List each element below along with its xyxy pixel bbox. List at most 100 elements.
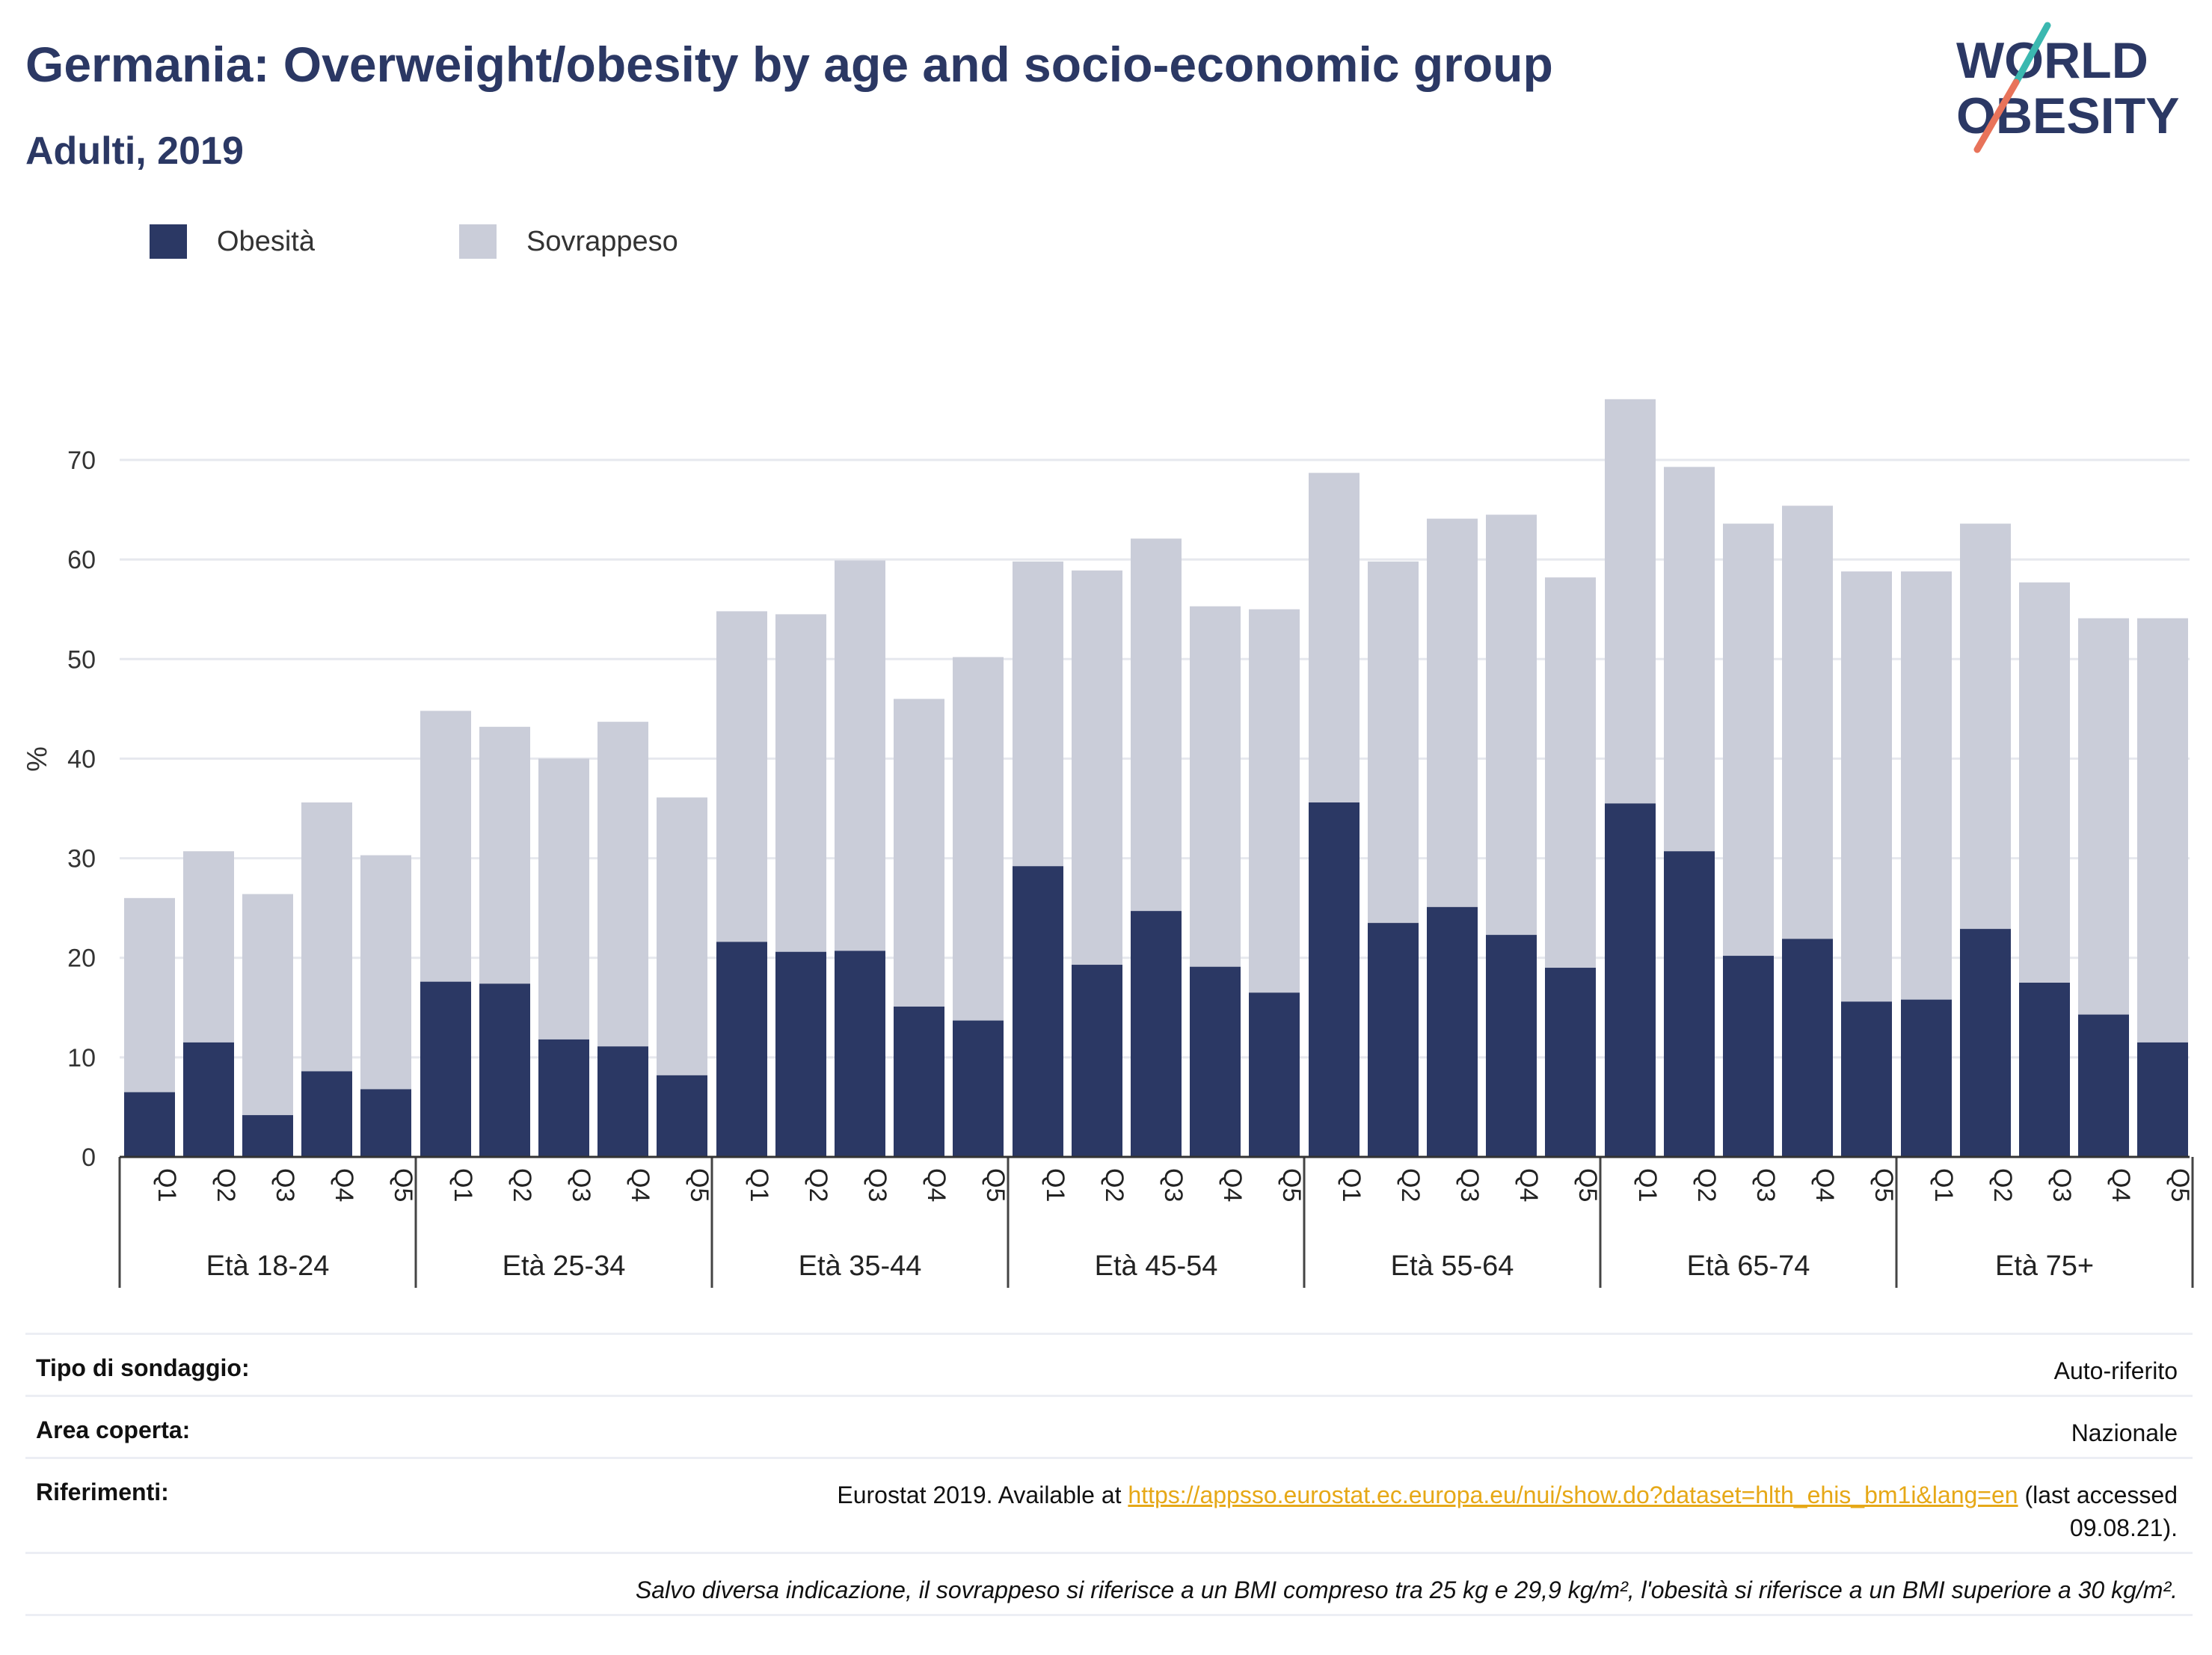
x-tick-label: Q1 [1337, 1168, 1365, 1202]
info-row-area: Area coperta: Nazionale [25, 1395, 2193, 1457]
legend-label-sovrappeso: Sovrappeso [526, 226, 678, 257]
x-tick-label: Q3 [1751, 1168, 1780, 1202]
y-tick-label: 30 [67, 845, 96, 873]
y-tick-label: 60 [67, 546, 96, 574]
x-group-label: Età 45-54 [1095, 1250, 1218, 1282]
x-group-label: Età 25-34 [503, 1250, 626, 1282]
info-table: Tipo di sondaggio: Auto-riferito Area co… [25, 1333, 2193, 1616]
bar-obesita [124, 1092, 175, 1157]
bar-sovrappeso [1368, 561, 1419, 924]
x-tick-label: Q5 [1277, 1168, 1306, 1202]
legend-swatch-obesita [150, 224, 187, 259]
bar-obesita [1072, 965, 1122, 1157]
x-tick-label: Q4 [1218, 1168, 1247, 1202]
bar-obesita [183, 1042, 234, 1157]
x-tick-label: Q5 [2166, 1168, 2194, 1202]
bar-obesita [1486, 935, 1537, 1157]
world-obesity-logo: WORLD OBESITY [1956, 22, 2180, 153]
bar-obesita [1368, 923, 1419, 1157]
bar-sovrappeso [1901, 571, 1952, 1000]
page-title: Germania: Overweight/obesity by age and … [25, 37, 1553, 92]
bar-obesita [1249, 992, 1300, 1157]
bar-obesita [2019, 983, 2070, 1157]
bar-obesita [1309, 802, 1360, 1157]
x-group-label: Età 35-44 [799, 1250, 922, 1282]
references-date: 09.08.21). [2069, 1514, 2178, 1541]
x-tick-label: Q4 [922, 1168, 950, 1202]
x-tick-label: Q2 [1988, 1168, 2017, 1202]
bar-obesita [1545, 968, 1596, 1157]
y-tick-label: 70 [67, 446, 96, 475]
bar-obesita [1190, 966, 1241, 1157]
bar-sovrappeso [538, 758, 589, 1040]
references-label: Riferimenti: [36, 1479, 169, 1505]
x-tick-label: Q3 [2047, 1168, 2076, 1202]
bar-obesita [657, 1075, 707, 1157]
bar-sovrappeso [124, 897, 175, 1093]
x-tick-label: Q4 [626, 1168, 654, 1202]
bar-sovrappeso [1309, 473, 1360, 803]
area-covered-value: Nazionale [2071, 1419, 2178, 1446]
stacked-bar-chart: 0 10 20 30 40 50 60 70% Q1 Q2 Q3 Q4 Q5 Età 18-24 Q1 Q2 Q… [22, 399, 2194, 1288]
bar-obesita [2137, 1042, 2188, 1157]
bar-sovrappeso [894, 698, 944, 1007]
x-tick-label: Q1 [1929, 1168, 1958, 1202]
bar-obesita [538, 1039, 589, 1157]
bar-sovrappeso [479, 726, 530, 984]
bar-sovrappeso [597, 722, 648, 1047]
x-tick-label: Q2 [212, 1168, 240, 1202]
bar-obesita [1131, 911, 1182, 1157]
x-tick-label: Q3 [863, 1168, 891, 1202]
bar-obesita [479, 983, 530, 1157]
bar-sovrappeso [2137, 618, 2188, 1043]
bar-obesita [716, 942, 767, 1157]
references-link[interactable]: https://appsso.eurostat.ec.europa.eu/nui… [1128, 1481, 2018, 1508]
logo-word-obesity: OBESITY [1956, 87, 2180, 144]
references-prefix: Eurostat 2019. Available at [837, 1481, 1128, 1508]
bar-sovrappeso [1013, 561, 1063, 867]
bar-sovrappeso [1190, 606, 1241, 967]
info-row-note: Salvo diversa indicazione, il sovrappeso… [25, 1552, 2193, 1616]
bar-obesita [1841, 1001, 1892, 1157]
x-tick-label: Q2 [1396, 1168, 1425, 1202]
x-group-label: Età 18-24 [206, 1250, 330, 1282]
bar-sovrappeso [716, 611, 767, 942]
bar-sovrappeso [301, 802, 352, 1072]
x-tick-label: Q5 [1870, 1168, 1898, 1202]
x-tick-label: Q4 [1810, 1168, 1839, 1202]
bar-sovrappeso [1605, 399, 1656, 804]
x-tick-label: Q1 [745, 1168, 773, 1202]
x-tick-label: Q5 [981, 1168, 1010, 1202]
bar-sovrappeso [360, 855, 411, 1090]
y-axis-label: % [22, 746, 53, 772]
bar-sovrappeso [953, 657, 1004, 1021]
y-tick-label: 40 [67, 745, 96, 773]
bar-obesita [953, 1020, 1004, 1157]
x-tick-label: Q5 [1573, 1168, 1602, 1202]
x-tick-label: Q3 [567, 1168, 595, 1202]
bar-sovrappeso [2019, 582, 2070, 983]
x-tick-label: Q3 [1455, 1168, 1484, 1202]
bar-obesita [242, 1115, 293, 1157]
x-tick-label: Q5 [389, 1168, 417, 1202]
info-row-survey: Tipo di sondaggio: Auto-riferito [25, 1333, 2193, 1395]
bar-obesita [1723, 956, 1774, 1157]
x-tick-label: Q2 [1100, 1168, 1128, 1202]
logo-slash-coral [1973, 79, 2020, 153]
bar-sovrappeso [1131, 538, 1182, 912]
y-tick-label: 10 [67, 1044, 96, 1072]
bar-sovrappeso [2078, 618, 2129, 1015]
references-value: Eurostat 2019. Available at https://apps… [837, 1479, 2178, 1544]
bar-obesita [360, 1089, 411, 1157]
bar-sovrappeso [1072, 570, 1122, 965]
references-suffix: (last accessed [2018, 1481, 2178, 1508]
bar-obesita [420, 981, 471, 1157]
bar-obesita [775, 951, 826, 1157]
bar-sovrappeso [1841, 571, 1892, 1002]
x-tick-label: Q1 [1041, 1168, 1069, 1202]
bmi-definition-note: Salvo diversa indicazione, il sovrappeso… [635, 1576, 2178, 1603]
bar-obesita [1664, 851, 1715, 1157]
bar-sovrappeso [775, 614, 826, 952]
y-tick-label: 50 [67, 645, 96, 674]
bar-sovrappeso [657, 797, 707, 1075]
